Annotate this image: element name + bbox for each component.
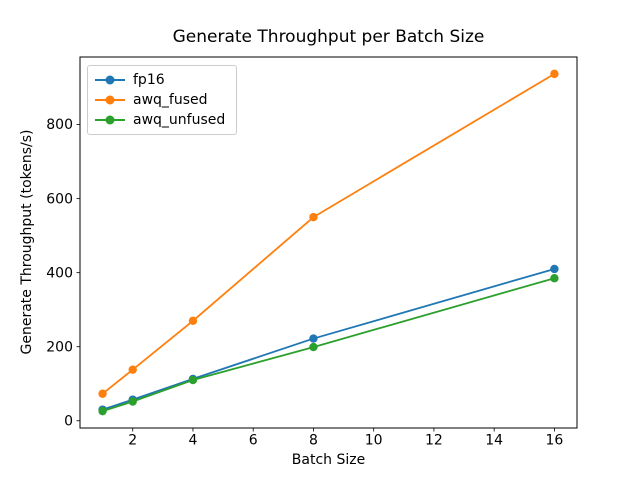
series-marker-awq_fused xyxy=(309,212,318,222)
legend-marker-awq-unfused xyxy=(95,114,125,126)
series-marker-awq_fused xyxy=(128,365,137,374)
legend-entry-awq-fused: awq_fused xyxy=(95,90,225,110)
x-axis-tick-label: 4 xyxy=(188,433,197,449)
y-axis-tick-label: 600 xyxy=(46,191,73,207)
legend-label: fp16 xyxy=(133,72,165,88)
chart-title: Generate Throughput per Batch Size xyxy=(172,27,485,47)
series-marker-awq_fused xyxy=(550,69,559,79)
x-axis-tick-label: 12 xyxy=(425,433,443,449)
series-marker-awq_fused xyxy=(188,316,198,325)
legend-entry-awq-unfused: awq_unfused xyxy=(95,110,225,130)
x-axis-label: Batch Size xyxy=(291,452,366,468)
series-marker-awq_unfused xyxy=(128,397,137,406)
x-axis-tick-label: 2 xyxy=(128,433,137,449)
series-marker-awq_unfused xyxy=(309,342,318,352)
x-axis-tick-label: 14 xyxy=(485,433,503,449)
series-marker-fp16 xyxy=(309,334,318,343)
y-axis-tick-label: 0 xyxy=(64,413,73,429)
series-marker-awq_unfused xyxy=(188,375,198,385)
x-axis-tick-label: 6 xyxy=(249,433,258,449)
legend-entry-fp16: fp16 xyxy=(95,70,225,90)
legend-marker-awq-fused xyxy=(95,94,125,106)
series-line-awq_unfused xyxy=(101,277,556,413)
x-axis-tick-label: 16 xyxy=(545,433,563,449)
y-axis-tick-label: 200 xyxy=(46,339,73,355)
legend-label: awq_unfused xyxy=(133,112,226,128)
series-marker-fp16 xyxy=(550,264,559,274)
series-marker-awq_unfused xyxy=(550,274,559,283)
series-marker-awq_fused xyxy=(98,389,107,398)
y-axis-label: Generate Throughput (tokens/s) xyxy=(19,129,35,355)
legend-label: awq_fused xyxy=(133,92,208,108)
y-axis-tick-label: 400 xyxy=(46,265,73,281)
legend: fp16 awq_fused awq_unfused xyxy=(87,65,238,135)
x-axis-tick-label: 8 xyxy=(309,433,318,449)
axis-frame xyxy=(79,56,578,429)
x-axis-tick-label: 10 xyxy=(365,433,383,449)
legend-marker-fp16 xyxy=(95,74,125,86)
y-axis-tick-label: 800 xyxy=(46,117,73,133)
series-marker-awq_unfused xyxy=(98,406,107,416)
